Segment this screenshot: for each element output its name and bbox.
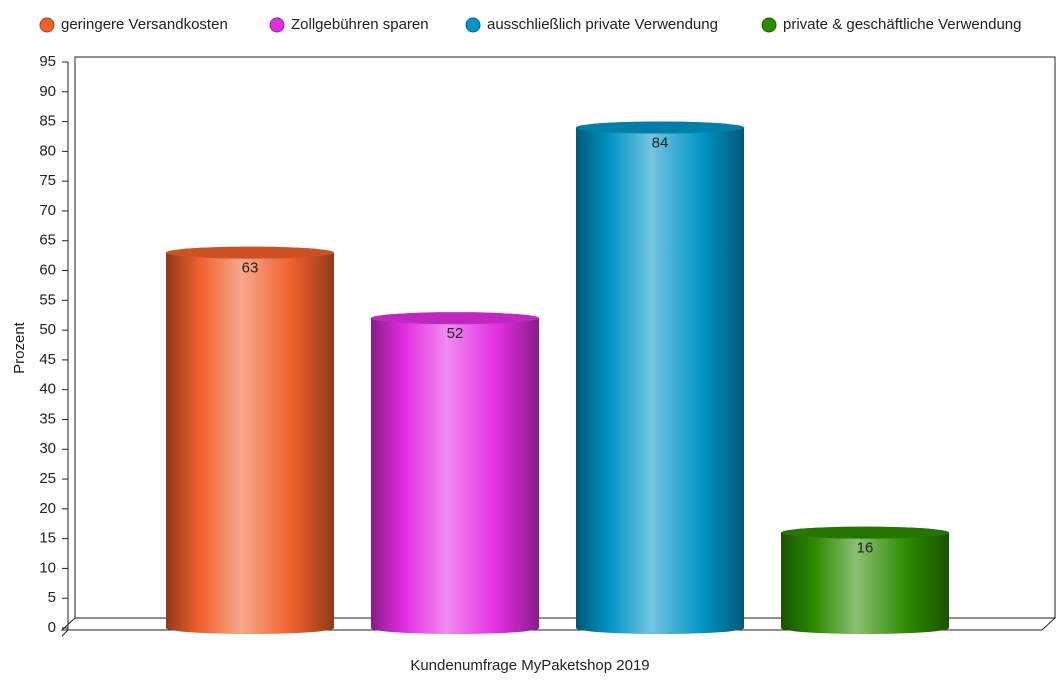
bar <box>781 526 949 634</box>
value-label: 84 <box>652 135 669 152</box>
legend-marker <box>269 17 285 33</box>
y-tick-label: 70 <box>39 202 56 219</box>
y-tick-label: 15 <box>39 530 56 547</box>
legend-label: ausschließlich private Verwendung <box>487 16 718 33</box>
y-tick-label: 60 <box>39 261 56 278</box>
axis-corner <box>61 629 69 637</box>
legend-label: private & geschäftliche Verwendung <box>783 16 1021 33</box>
y-tick-label: 35 <box>39 410 56 427</box>
y-tick-label: 20 <box>39 500 56 517</box>
legend-label: Zollgebühren sparen <box>291 16 429 33</box>
y-tick-label: 90 <box>39 83 56 100</box>
y-tick-label: 75 <box>39 172 56 189</box>
x-axis-title: Kundenumfrage MyPaketshop 2019 <box>410 657 649 674</box>
bar-top <box>576 121 744 134</box>
y-tick-label: 25 <box>39 470 56 487</box>
y-tick-label: 55 <box>39 291 56 308</box>
y-tick-label: 40 <box>39 381 56 398</box>
y-tick-label: 10 <box>39 559 56 576</box>
legend-label: geringere Versandkosten <box>61 16 228 33</box>
y-axis-title: Prozent <box>11 321 28 374</box>
y-tick-label: 45 <box>39 351 56 368</box>
y-tick-label: 0 <box>48 619 56 636</box>
legend-marker <box>761 17 777 33</box>
bar-top <box>781 526 949 539</box>
bar-top <box>371 312 539 325</box>
y-tick-label: 30 <box>39 440 56 457</box>
legend-marker <box>39 17 55 33</box>
y-tick-label: 65 <box>39 232 56 249</box>
y-tick-label: 95 <box>39 53 56 70</box>
bar <box>576 121 744 634</box>
y-tick-label: 5 <box>48 589 56 606</box>
value-label: 63 <box>242 260 259 277</box>
bar <box>371 312 539 634</box>
value-label: 52 <box>447 325 464 342</box>
legend-marker <box>465 17 481 33</box>
y-tick-label: 80 <box>39 142 56 159</box>
y-tick-label: 85 <box>39 113 56 130</box>
bar <box>166 246 334 634</box>
y-tick-label: 50 <box>39 321 56 338</box>
bar-top <box>166 246 334 259</box>
value-label: 16 <box>857 540 874 557</box>
